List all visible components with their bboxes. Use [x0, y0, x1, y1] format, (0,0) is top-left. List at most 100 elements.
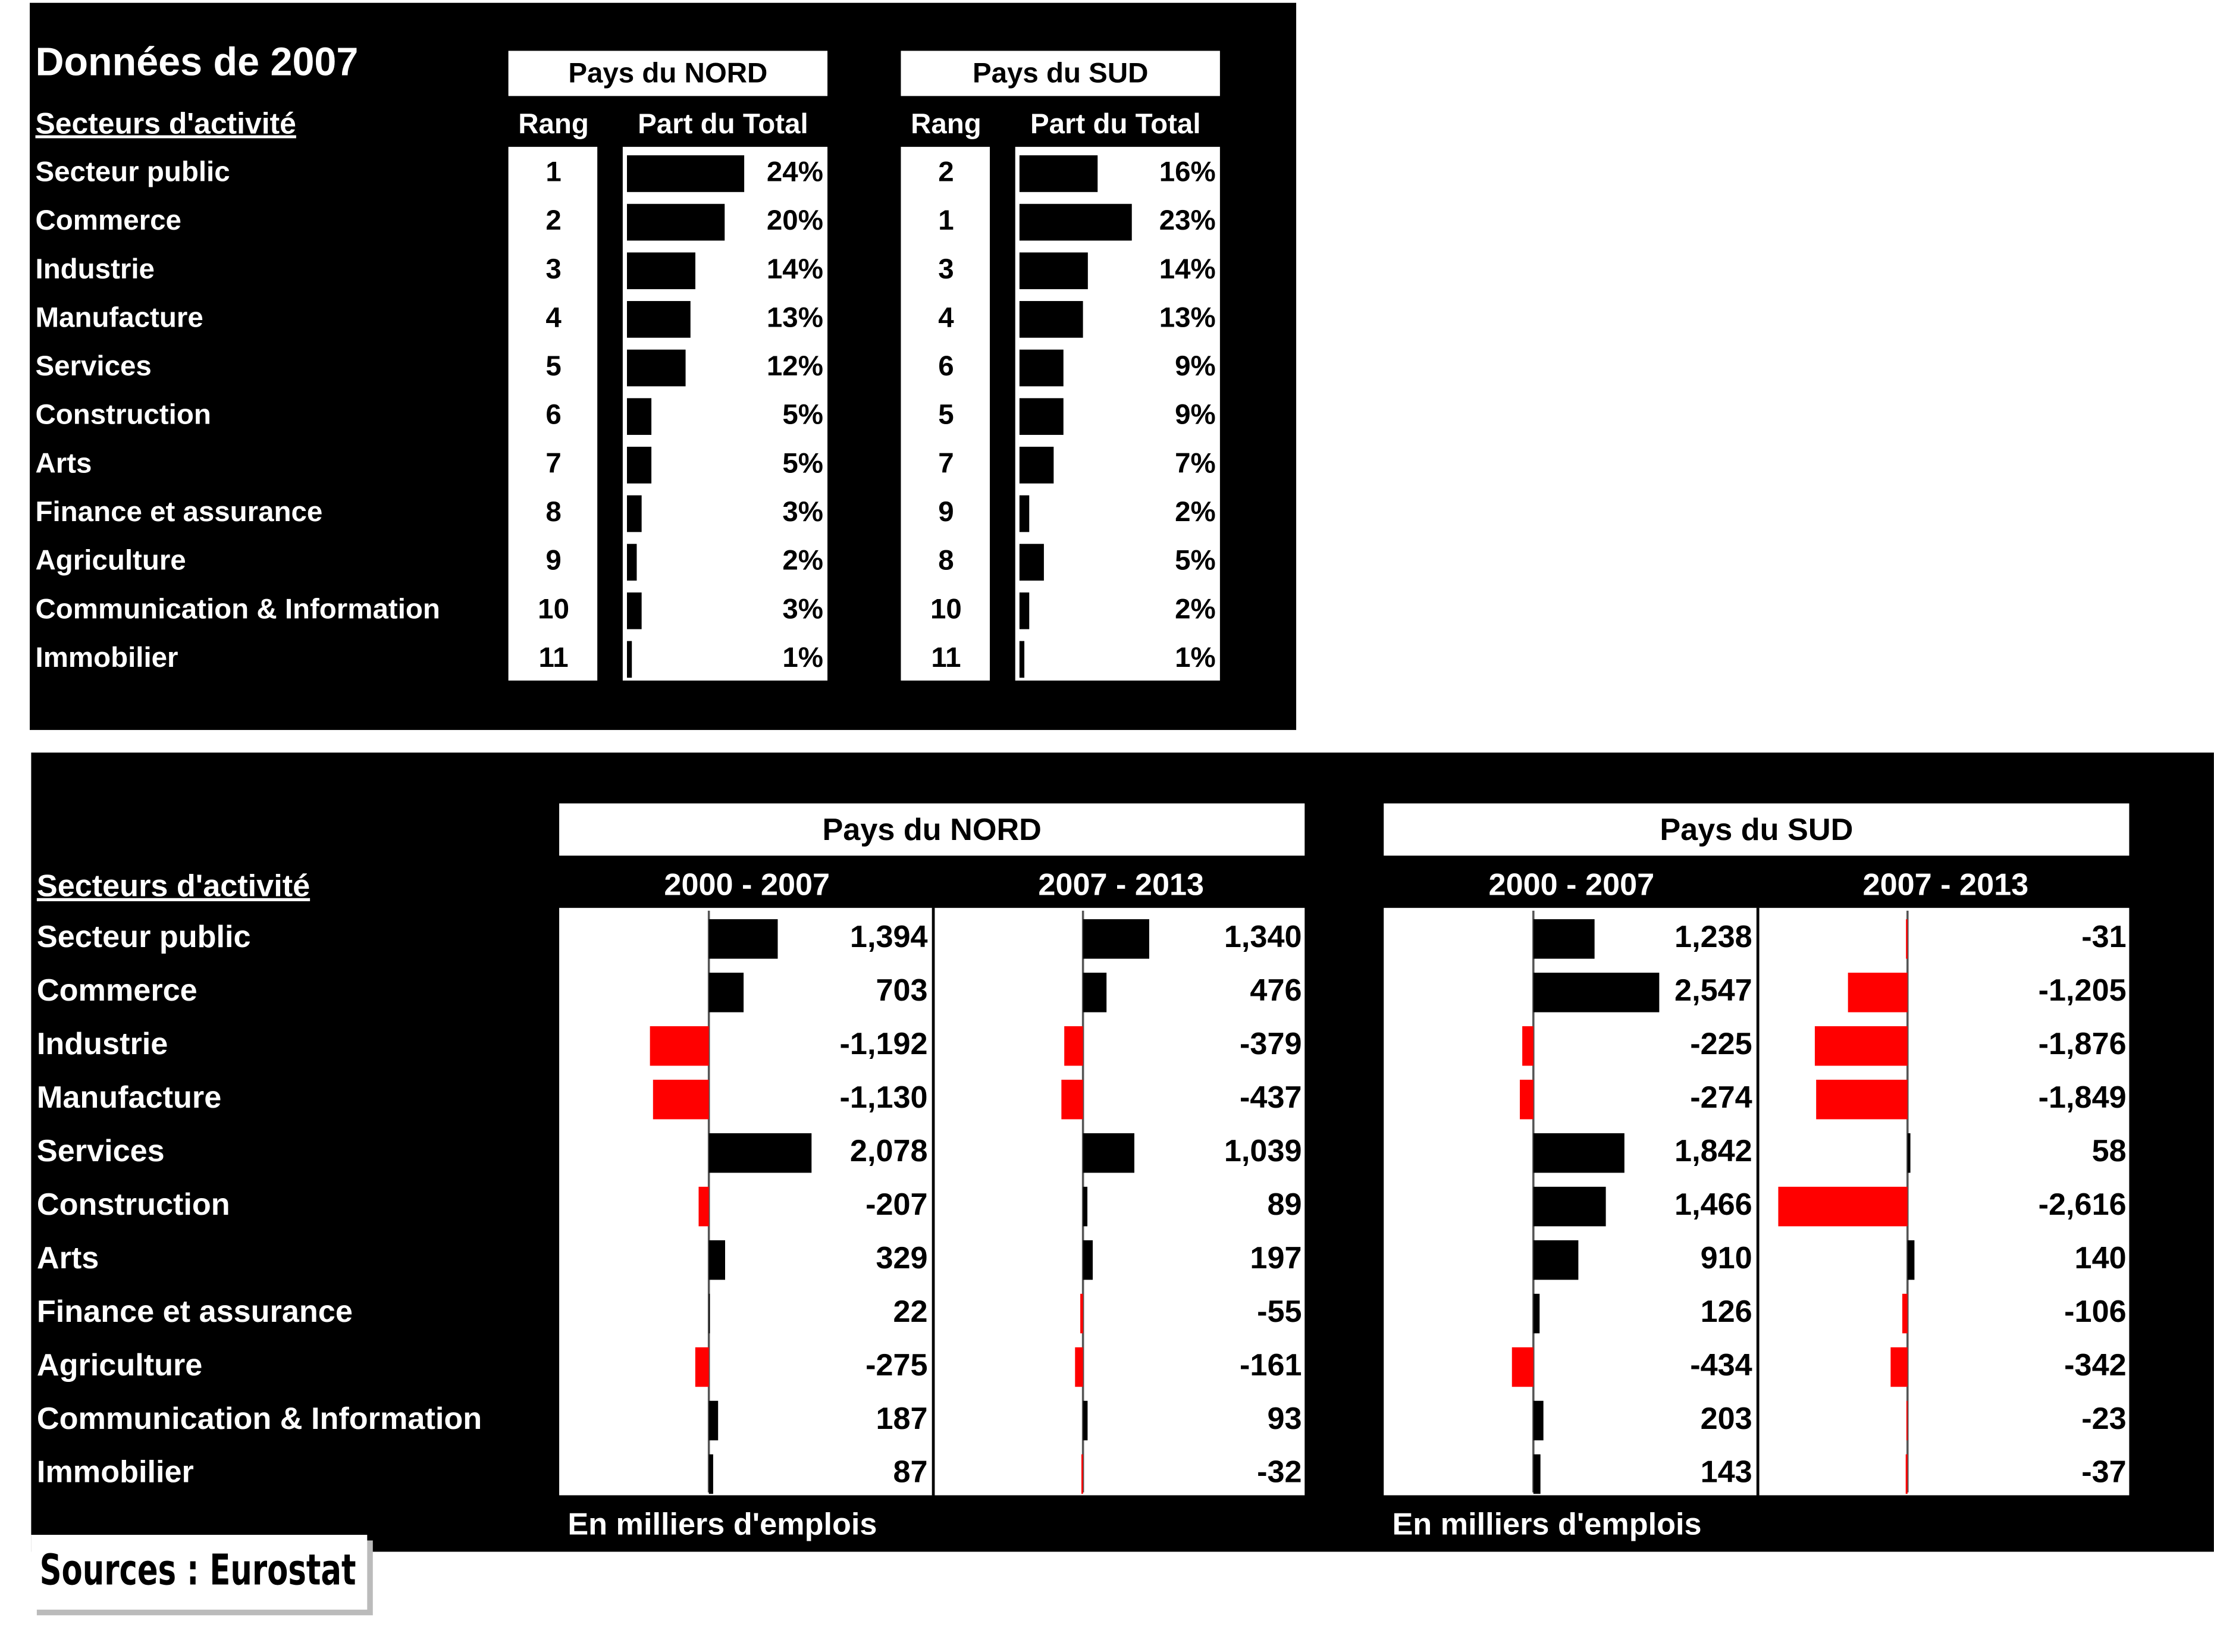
- change-label: 1,394: [850, 920, 928, 954]
- sector-label: Industrie: [37, 1027, 168, 1061]
- change-bar: [1533, 1240, 1579, 1280]
- rank: 4: [545, 302, 562, 333]
- share-label: 13%: [1159, 302, 1216, 333]
- group-header: Pays du NORD: [568, 57, 767, 89]
- change-bar: [1907, 1133, 1911, 1173]
- share-label: 16%: [1159, 156, 1216, 187]
- share-bar: [1019, 544, 1044, 581]
- change-label: -225: [1690, 1027, 1752, 1061]
- change-bar: [1533, 1454, 1541, 1494]
- share-label: 14%: [767, 253, 823, 285]
- change-bar: [1816, 1080, 1908, 1120]
- sector-label: Commerce: [37, 973, 197, 1008]
- change-label: -274: [1690, 1080, 1752, 1115]
- change-label: -55: [1257, 1294, 1302, 1329]
- rank: 2: [545, 205, 561, 236]
- change-bar: [1890, 1347, 1908, 1387]
- change-label: 58: [2092, 1134, 2127, 1168]
- change-bar: [1814, 1026, 1908, 1066]
- change-bar: [1075, 1347, 1083, 1387]
- change-label: -37: [2081, 1455, 2126, 1490]
- change-bar: [1081, 1454, 1083, 1494]
- share-bar: [627, 398, 652, 435]
- period-header: 2000 - 2007: [1489, 867, 1655, 902]
- share-label: 24%: [767, 156, 823, 187]
- change-label: 1,039: [1224, 1134, 1302, 1168]
- rank: 11: [931, 642, 961, 673]
- share-label: 23%: [1159, 205, 1216, 236]
- change-label: 1,842: [1674, 1134, 1752, 1168]
- group-header: Pays du SUD: [973, 57, 1148, 89]
- change-bar: [1061, 1080, 1083, 1120]
- share-bar: [627, 446, 652, 484]
- change-label: 87: [893, 1455, 927, 1490]
- share-label: 2%: [1175, 593, 1216, 625]
- group-header-box: [508, 51, 828, 96]
- share-bar: [1019, 398, 1064, 435]
- change-bar: [1064, 1026, 1083, 1066]
- share-bar: [1019, 641, 1025, 678]
- share-bar: [1019, 252, 1088, 290]
- change-bar: [1533, 973, 1660, 1012]
- change-label: 1,238: [1674, 920, 1752, 954]
- share-bar: [1019, 495, 1030, 532]
- rank: 5: [545, 350, 561, 382]
- change-label: -32: [1257, 1455, 1302, 1490]
- period-header: 2000 - 2007: [664, 867, 830, 902]
- change-label: -31: [2081, 920, 2126, 954]
- change-bar: [653, 1080, 709, 1120]
- rank-header: Rang: [518, 108, 589, 140]
- share-label: 1%: [782, 642, 823, 673]
- rank: 4: [938, 302, 954, 333]
- sector-header: Secteurs d'activité: [37, 869, 310, 904]
- rank: 5: [938, 399, 954, 431]
- change-label: 187: [876, 1402, 927, 1436]
- rank: 2: [938, 156, 954, 187]
- change-bar: [1906, 1400, 1908, 1441]
- share-bar: [1019, 155, 1098, 192]
- change-bar: [708, 1240, 726, 1280]
- share-bar: [1019, 592, 1030, 629]
- rank: 9: [545, 545, 561, 576]
- share-label: 12%: [767, 350, 823, 382]
- change-bar: [708, 973, 744, 1012]
- share-bar: [1019, 349, 1064, 387]
- sector-label: Finance et assurance: [37, 1294, 353, 1329]
- change-bar: [1533, 1133, 1625, 1173]
- share-bar: [1019, 446, 1054, 484]
- share-label: 14%: [1159, 253, 1216, 285]
- change-bar: [1083, 1133, 1134, 1173]
- rank: 10: [538, 593, 569, 625]
- change-bar: [1533, 1186, 1606, 1227]
- share-bar: [627, 641, 632, 678]
- change-label: -1,130: [840, 1080, 928, 1115]
- rank: 11: [538, 642, 568, 673]
- sector-label: Finance et assurance: [36, 496, 323, 528]
- change-label: 910: [1701, 1241, 1752, 1275]
- sector-label: Manufacture: [37, 1080, 221, 1115]
- change-bar: [1907, 1240, 1915, 1280]
- change-label: 329: [876, 1241, 927, 1275]
- change-label: 703: [876, 973, 927, 1008]
- period-header: 2007 - 2013: [1863, 867, 2029, 902]
- change-label: 1,466: [1674, 1187, 1752, 1222]
- share-bar: [627, 155, 745, 192]
- group-header-box: [901, 51, 1220, 96]
- change-label: -437: [1240, 1080, 1302, 1115]
- change-bar: [1848, 973, 1908, 1012]
- change-label: 203: [1701, 1402, 1752, 1436]
- rank: 9: [938, 496, 954, 528]
- source-box: [31, 1534, 368, 1610]
- change-bar: [1905, 1454, 1908, 1494]
- change-bar: [708, 919, 778, 959]
- share-bar: [627, 252, 695, 290]
- share-bar: [627, 495, 642, 532]
- sector-label: Construction: [36, 399, 211, 431]
- share-header: Part du Total: [638, 108, 808, 140]
- share-label: 5%: [1175, 545, 1216, 576]
- title: Données de 2007: [36, 40, 359, 84]
- change-label: -207: [865, 1187, 927, 1222]
- group-header: Pays du NORD: [822, 813, 1041, 847]
